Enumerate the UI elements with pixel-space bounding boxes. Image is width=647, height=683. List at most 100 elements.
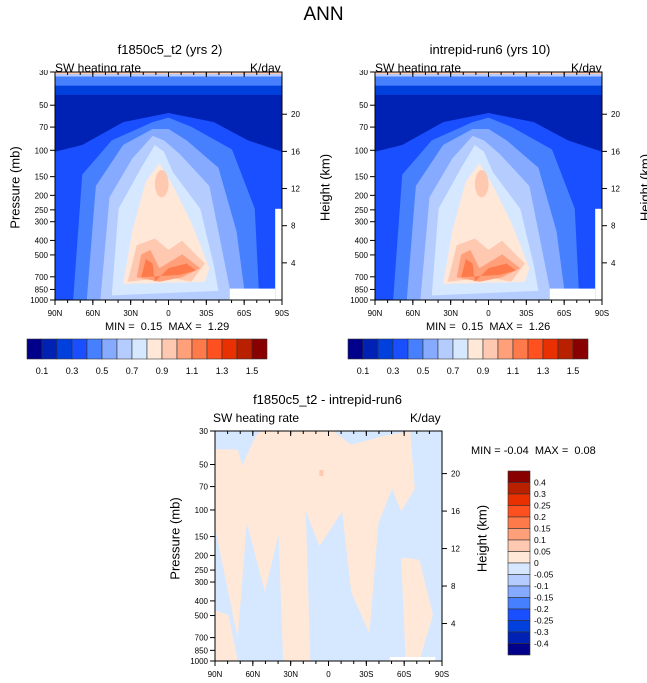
y-tick-label: 30 xyxy=(199,427,208,436)
colorbar-swatch xyxy=(507,505,531,518)
panel-diff-units: K/day xyxy=(410,411,441,425)
colorbar-label: 0.1 xyxy=(534,535,546,545)
max-value: 1.29 xyxy=(207,321,230,333)
panel-model-colorbar: 0.1 0.3 0.5 0.7 0.9 1.1 1.3 1.5 xyxy=(26,338,268,376)
y2-tick-label: 16 xyxy=(291,147,300,156)
colorbar-swatch xyxy=(347,338,364,360)
colorbar-swatch xyxy=(176,338,193,360)
max-label: MAX = xyxy=(534,445,569,457)
y-tick-label: 250 xyxy=(35,206,49,215)
colorbar-swatch xyxy=(507,608,531,621)
x-tick-label: 60N xyxy=(85,309,100,318)
y-tick-label: 700 xyxy=(355,273,369,282)
colorbar-label: -0.15 xyxy=(534,593,554,603)
colorbar-swatch xyxy=(56,338,73,360)
colorbar-label: 1.5 xyxy=(246,366,259,376)
colorbar-label: 0 xyxy=(534,558,539,568)
colorbar-swatch xyxy=(71,338,88,360)
local-max xyxy=(319,470,324,477)
x-tick-label: 90N xyxy=(368,309,383,318)
missing-region xyxy=(389,657,436,661)
colorbar-swatch xyxy=(131,338,148,360)
colorbar-swatch xyxy=(507,551,531,564)
contour-band xyxy=(474,170,489,198)
colorbar-label: 1.1 xyxy=(186,366,199,376)
colorbar-label: 0.2 xyxy=(534,512,546,522)
colorbar-swatch xyxy=(507,574,531,587)
colorbar-swatch xyxy=(251,338,268,360)
colorbar-swatch xyxy=(507,643,531,656)
x-tick-label: 60N xyxy=(405,309,420,318)
x-tick-label: 90N xyxy=(48,309,63,318)
y-tick-label: 70 xyxy=(359,123,368,132)
min-label: MIN = xyxy=(426,321,456,333)
y-tick-label: 500 xyxy=(35,251,49,260)
y-tick-label: 1000 xyxy=(190,657,208,666)
colorbar-label: 1.3 xyxy=(216,366,229,376)
y-tick-label: 100 xyxy=(195,506,209,515)
x-tick-label: 90N xyxy=(208,670,223,679)
colorbar-swatch xyxy=(191,338,208,360)
y2-tick-label: 12 xyxy=(611,185,620,194)
x-tick-label: 30S xyxy=(359,670,373,679)
y-tick-label: 50 xyxy=(39,101,48,110)
colorbar-label: 0.15 xyxy=(534,524,551,534)
y-tick-label: 300 xyxy=(355,218,369,227)
colorbar-label: 0.5 xyxy=(417,366,430,376)
contour-band xyxy=(154,170,169,198)
y-tick-label: 400 xyxy=(35,236,49,245)
colorbar-swatch xyxy=(507,631,531,644)
min-value: 0.15 xyxy=(461,321,484,333)
contour-band xyxy=(55,94,282,152)
y-tick-label: 300 xyxy=(35,218,49,227)
panel-diff-left-label: SW heating rate xyxy=(213,411,300,425)
colorbar-swatch xyxy=(377,338,394,360)
y2-tick-label: 8 xyxy=(451,582,456,591)
contour-band xyxy=(141,258,196,282)
contour-band xyxy=(375,76,602,86)
panel-obs-minmax: MIN = 0.15 MAX = 1.26 xyxy=(426,321,550,333)
positive-region xyxy=(215,610,238,661)
y-tick-label: 70 xyxy=(199,483,208,492)
colorbar-swatch xyxy=(407,338,424,360)
colorbar-label: 1.1 xyxy=(507,366,520,376)
y-tick-label: 850 xyxy=(195,646,209,655)
y-tick-label: 50 xyxy=(359,101,368,110)
y-tick-label: 250 xyxy=(195,566,209,575)
y2-tick-label: 20 xyxy=(291,110,300,119)
colorbar-label: 0.3 xyxy=(387,366,400,376)
max-label: MAX = xyxy=(489,321,523,333)
y-tick-label: 850 xyxy=(35,285,49,294)
x-tick-label: 60N xyxy=(245,670,260,679)
colorbar-swatch xyxy=(507,528,531,541)
positive-region xyxy=(215,431,415,661)
y2-tick-label: 20 xyxy=(451,470,460,479)
colorbar-swatch xyxy=(542,338,559,360)
y-tick-label: 200 xyxy=(355,191,369,200)
contour-field xyxy=(375,72,602,300)
colorbar-swatch xyxy=(507,493,531,506)
contour-field xyxy=(215,431,442,661)
y-tick-label: 1000 xyxy=(30,296,48,305)
panel-diff-minmax: MIN = -0.04 MAX = 0.08 xyxy=(471,445,596,457)
panel-diff-ylabel: Pressure (mb) xyxy=(167,497,183,580)
y2-tick-label: 20 xyxy=(611,110,620,119)
colorbar-swatch xyxy=(482,338,499,360)
colorbar-swatch xyxy=(86,338,103,360)
colorbar-label: 0.4 xyxy=(534,478,546,488)
y2-tick-label: 4 xyxy=(451,620,456,629)
y-tick-label: 200 xyxy=(195,551,209,560)
colorbar-label: 0.3 xyxy=(66,366,79,376)
colorbar-swatch xyxy=(507,470,531,483)
colorbar-label: 1.3 xyxy=(537,366,550,376)
y-tick-label: 100 xyxy=(35,146,49,155)
figure-title: ANN xyxy=(303,4,344,25)
x-tick-label: 60S xyxy=(237,309,251,318)
colorbar-label: -0.1 xyxy=(534,581,549,591)
colorbar-label: 0.1 xyxy=(36,366,49,376)
min-label: MIN = xyxy=(105,321,135,333)
colorbar-swatch xyxy=(467,338,484,360)
colorbar-swatch xyxy=(507,482,531,495)
x-tick-label: 90S xyxy=(595,309,609,318)
colorbar-swatch xyxy=(497,338,514,360)
